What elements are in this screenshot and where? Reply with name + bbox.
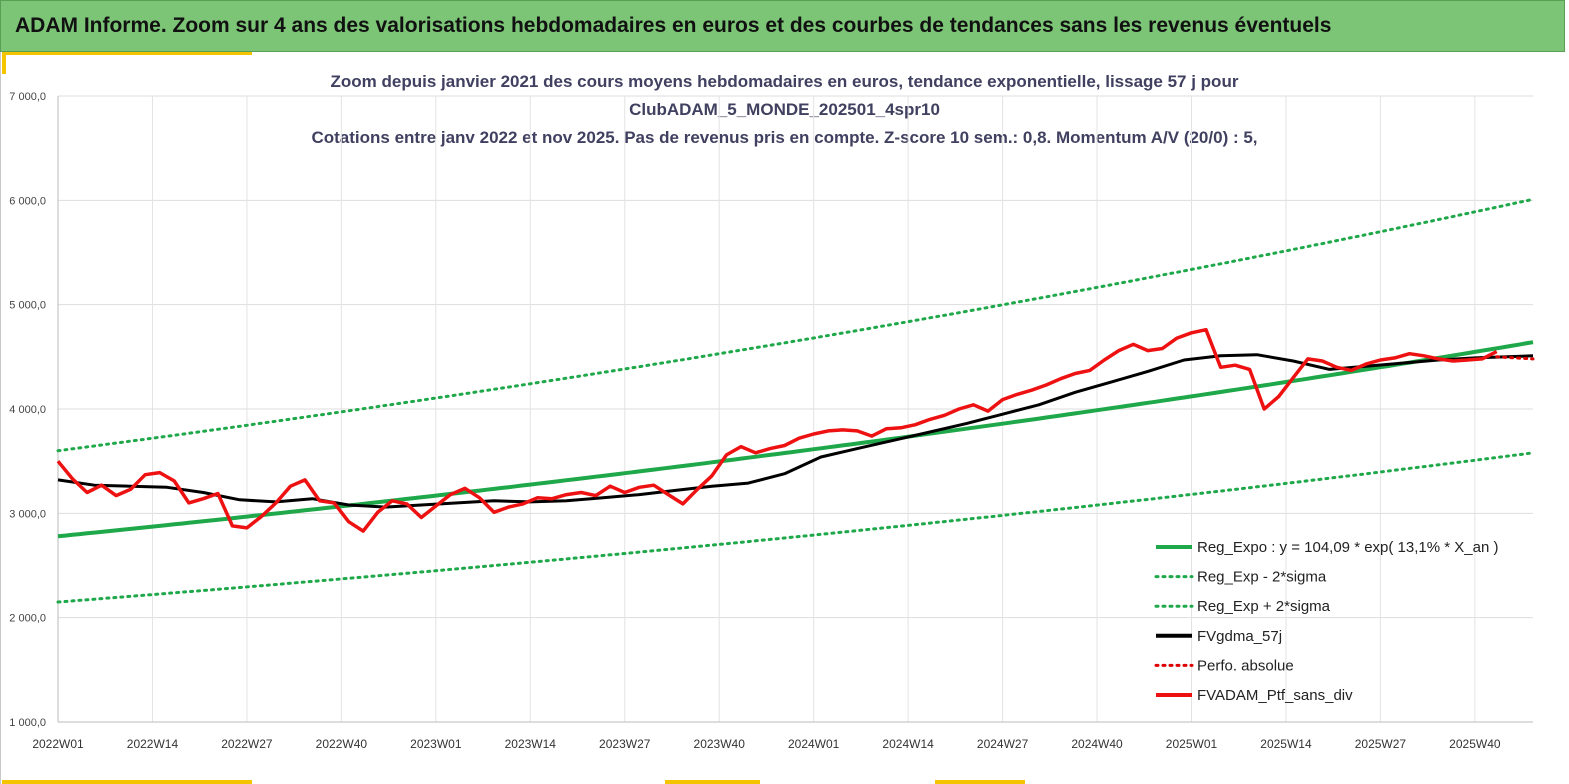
x-tick-label: 2023W27 [599,737,651,751]
legend-reg-upper-label: Reg_Exp + 2*sigma [1197,598,1331,615]
x-tick-label: 2023W14 [505,737,557,751]
y-tick-label: 4 000,0 [9,404,46,416]
chart-title-line-1: Zoom depuis janvier 2021 des cours moyen… [330,72,1239,91]
accent-bar-left [2,52,6,74]
accent-bar-top [2,52,252,55]
report-banner: ADAM Informe. Zoom sur 4 ans des valoris… [0,0,1565,52]
y-tick-label: 7 000,0 [9,91,46,103]
accent-bar-bottom-mid [665,780,760,784]
legend-fvadam-label: FVADAM_Ptf_sans_div [1197,687,1353,704]
report-title: ADAM Informe. Zoom sur 4 ans des valoris… [15,14,1332,37]
regression-upper-band [56,197,1535,453]
x-tick-label: 2022W01 [32,737,84,751]
chart-title-line-3: Cotations entre janv 2022 et nov 2025. P… [311,128,1258,147]
legend-perfo-absolue-label: Perfo. absolue [1197,657,1294,674]
y-tick-label: 3 000,0 [9,508,46,520]
moving-average-line [57,353,1534,509]
y-tick-label: 6 000,0 [9,195,46,207]
x-tick-label: 2025W40 [1449,737,1501,751]
x-tick-label: 2022W27 [221,737,273,751]
x-tick-label: 2022W40 [316,737,368,751]
legend-fvgdma-label: FVgdma_57j [1197,628,1282,645]
x-tick-label: 2025W01 [1166,737,1218,751]
absolute-performance-line [1495,355,1535,361]
x-tick-label: 2025W14 [1260,737,1312,751]
x-tick-label: 2022W14 [127,737,179,751]
legend-reg-expo-label: Reg_Expo : y = 104,09 * exp( 13,1% * X_a… [1197,539,1498,556]
legend-reg-lower-label: Reg_Exp - 2*sigma [1197,569,1327,586]
portfolio-value-line [56,327,1498,533]
y-tick-label: 2 000,0 [9,613,46,625]
x-tick-label: 2024W27 [977,737,1029,751]
regression-lower-band [56,451,1535,604]
y-tick-label: 5 000,0 [9,300,46,312]
accent-bar-bottom-right [935,780,1025,784]
chart-title-line-2: ClubADAM_5_MONDE_202501_4spr10 [629,100,940,119]
x-tick-label: 2024W14 [882,737,934,751]
y-tick-label: 1 000,0 [9,717,46,729]
x-tick-label: 2024W40 [1071,737,1123,751]
regression-line [57,340,1534,539]
x-tick-label: 2023W40 [694,737,746,751]
chart-frame [0,52,1569,784]
x-tick-label: 2025W27 [1355,737,1407,751]
x-tick-label: 2024W01 [788,737,840,751]
x-tick-label: 2023W01 [410,737,462,751]
accent-bar-bottom-left [2,780,252,784]
